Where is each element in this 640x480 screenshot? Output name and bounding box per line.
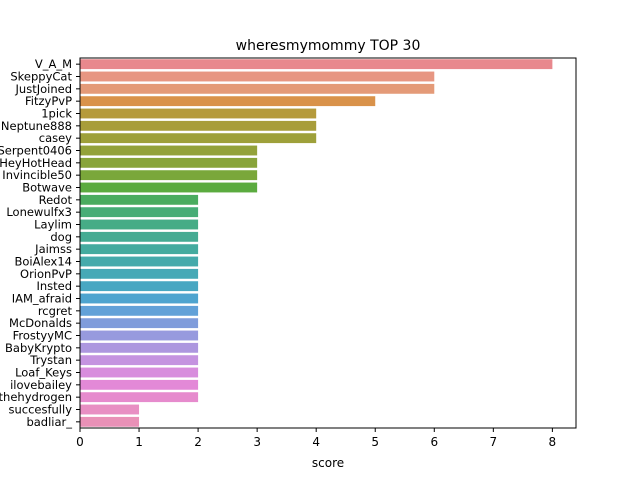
bar-29 [80,416,140,427]
y-tick-label-4: 1pick [41,107,72,121]
bar-6 [80,133,317,144]
x-tick-label-0: 0 [76,435,84,449]
y-tick-label-0: V_A_M [35,57,72,71]
y-tick-label-16: BoiAlex14 [15,255,73,269]
y-tick-label-29: badliar_ [26,415,72,429]
bar-17 [80,268,199,279]
x-tick-label-5: 5 [371,435,379,449]
y-tick-label-15: Jaimss [34,242,72,256]
y-tick-label-26: ilovebailey [10,378,72,392]
bar-5 [80,120,317,131]
y-tick-label-10: Botwave [22,181,72,195]
y-tick-label-24: Trystan [29,353,72,367]
y-tick-label-25: Loaf_Keys [15,366,72,380]
x-tick-label-7: 7 [490,435,498,449]
x-tick-label-3: 3 [253,435,261,449]
bar-20 [80,305,199,316]
y-tick-label-27: thehydrogen [0,390,72,404]
y-tick-label-13: Laylim [34,218,72,232]
bar-12 [80,207,199,218]
y-tick-label-9: Invincible50 [2,168,72,182]
bar-16 [80,256,199,267]
x-tick-label-8: 8 [549,435,557,449]
bar-7 [80,145,258,156]
y-tick-label-18: Insted [36,279,72,293]
bar-21 [80,318,199,329]
bar-11 [80,194,199,205]
y-tick-label-2: JustJoined [15,82,72,96]
y-tick-labels: V_A_MSkeppyCatJustJoinedFitzyPvP1pickNep… [0,57,80,429]
y-tick-label-3: FitzyPvP [25,94,72,108]
bar-14 [80,231,199,242]
y-tick-label-28: succesfully [8,403,72,417]
bar-4 [80,108,317,119]
bar-0 [80,59,553,70]
x-tick-label-1: 1 [135,435,143,449]
y-tick-label-19: IAM_afraid [12,292,72,306]
bar-26 [80,379,199,390]
y-tick-label-17: OrionPvP [20,267,72,281]
bars [80,59,553,427]
bar-2 [80,83,435,94]
bar-13 [80,219,199,230]
y-tick-label-22: FrostyyMC [13,329,72,343]
x-axis-label: score [312,456,344,470]
bar-9 [80,170,258,181]
bar-27 [80,392,199,403]
bar-22 [80,330,199,341]
bar-19 [80,293,199,304]
y-tick-label-8: HeyHotHead [0,156,72,170]
bar-23 [80,342,199,353]
bar-10 [80,182,258,193]
bar-25 [80,367,199,378]
bar-8 [80,157,258,168]
x-tick-label-4: 4 [312,435,320,449]
y-tick-label-11: Redot [39,193,73,207]
y-tick-label-7: Serpent0406 [0,144,72,158]
x-tick-label-2: 2 [194,435,202,449]
y-tick-label-20: rcgret [38,304,73,318]
x-ticks: 0 1 2 3 4 5 6 7 8 [76,428,556,449]
y-tick-label-21: McDonalds [9,316,72,330]
y-tick-label-1: SkeppyCat [10,70,72,84]
x-tick-label-6: 6 [430,435,438,449]
y-tick-label-6: casey [39,131,72,145]
bar-15 [80,244,199,255]
bar-3 [80,96,376,107]
y-tick-label-5: Neptune888 [1,119,72,133]
y-tick-label-23: BabyKrypto [5,341,72,355]
plot-frame [79,57,577,429]
y-tick-label-12: Lonewulfx3 [6,205,72,219]
bar-28 [80,404,140,415]
bar-24 [80,355,199,366]
chart-title: wheresmymommy TOP 30 [236,38,421,54]
y-tick-label-14: dog [50,230,72,244]
bar-1 [80,71,435,82]
bar-18 [80,281,199,292]
